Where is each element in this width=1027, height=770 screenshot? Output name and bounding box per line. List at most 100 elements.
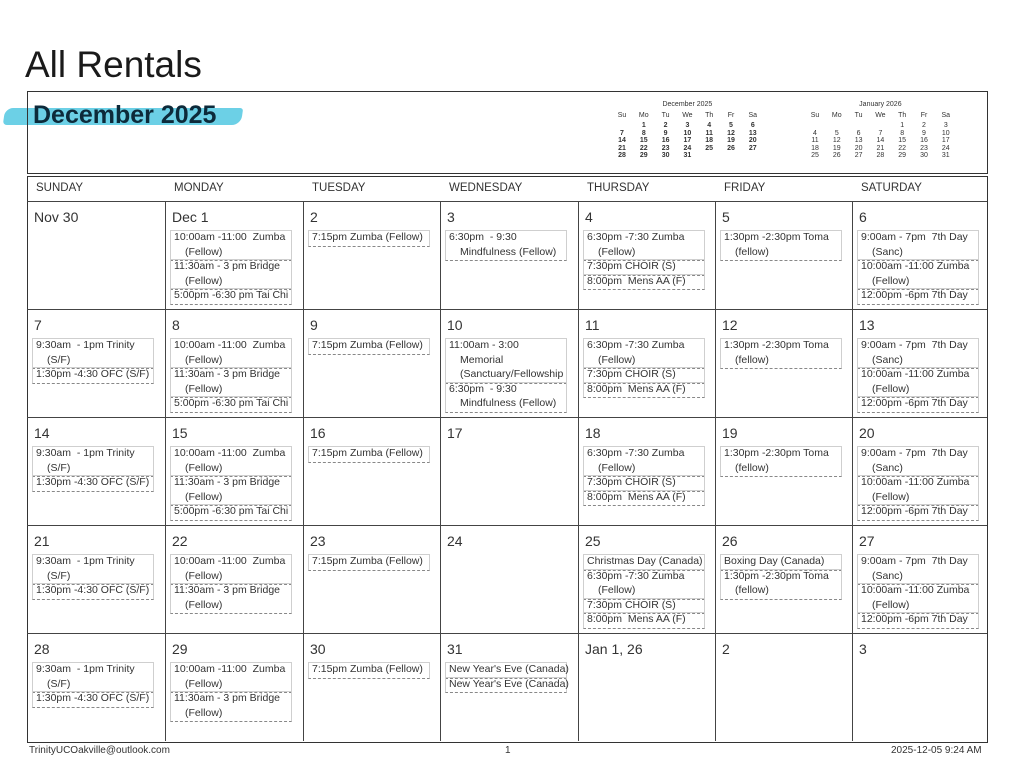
day-label: 16 bbox=[310, 425, 326, 441]
event-text: 10:00am -11:00 Zumba bbox=[174, 231, 286, 243]
event-text: 1:30pm -4:30 OFC (S/F) bbox=[36, 692, 150, 704]
event-text: 1:30pm -4:30 OFC (S/F) bbox=[36, 476, 150, 488]
day-label: 14 bbox=[34, 425, 50, 441]
mini-day: 8 bbox=[641, 129, 646, 137]
event bbox=[170, 662, 292, 693]
event bbox=[445, 381, 567, 413]
day-label: 2 bbox=[722, 641, 730, 657]
event bbox=[857, 338, 979, 369]
event bbox=[857, 504, 979, 521]
day-label: 24 bbox=[447, 533, 463, 549]
event-text: 8:00pm Mens AA (F) bbox=[587, 274, 686, 287]
grid-line bbox=[440, 201, 441, 741]
day-label: Dec 1 bbox=[172, 209, 209, 225]
event-text: 12:00pm -6pm 7th Day bbox=[861, 289, 968, 301]
mini-day: 4 bbox=[707, 122, 712, 129]
day-label: 21 bbox=[34, 533, 50, 549]
event-text: (Fellow) bbox=[185, 382, 223, 395]
mini-day: 18 bbox=[705, 137, 714, 145]
event-text: Boxing Day (Canada) bbox=[724, 555, 825, 567]
mini-day: 18 bbox=[811, 144, 819, 152]
event bbox=[445, 338, 567, 384]
event-text: 11:00am - 3:00 bbox=[449, 339, 519, 351]
mini-day: 24 bbox=[683, 144, 692, 152]
event-text: (S/F) bbox=[47, 569, 71, 582]
event-text: (Fellow) bbox=[872, 598, 910, 611]
event-text: Christmas Day (Canada) bbox=[587, 555, 703, 567]
mini-weekday: We bbox=[875, 112, 886, 119]
event bbox=[857, 230, 979, 261]
event-text: 11:30am - 3 pm Bridge bbox=[174, 692, 281, 704]
day-label: 5 bbox=[722, 209, 730, 225]
day-label: 19 bbox=[722, 425, 738, 441]
grid-line bbox=[27, 633, 987, 634]
event-text: 7:30pm CHOIR (S) bbox=[587, 368, 676, 380]
event-text: 10:00am -11:00 Zumba bbox=[174, 339, 286, 351]
mini-day: 2 bbox=[922, 122, 926, 129]
mini-day: 6 bbox=[856, 129, 861, 137]
event-text: 9:30am - 1pm Trinity bbox=[36, 555, 135, 567]
day-label: 3 bbox=[859, 641, 867, 657]
event bbox=[583, 381, 705, 398]
event-text: 8:00pm Mens AA (F) bbox=[587, 613, 686, 625]
event-text: 7:15pm Zumba (Fellow) bbox=[312, 339, 423, 351]
event bbox=[720, 568, 842, 600]
mini-weekday: Mo bbox=[638, 112, 649, 119]
day-label: 13 bbox=[859, 317, 875, 333]
mini-day: 14 bbox=[876, 137, 885, 145]
mini-day: 14 bbox=[618, 137, 626, 145]
grid-line bbox=[852, 201, 853, 741]
event bbox=[170, 259, 292, 290]
day-label: 31 bbox=[447, 641, 463, 657]
event bbox=[583, 367, 705, 384]
event-text: 10:00am -11:00 Zumba bbox=[861, 368, 970, 380]
event-text: 7:30pm CHOIR (S) bbox=[587, 476, 676, 488]
mini-weekday: Fr bbox=[727, 112, 735, 119]
event-text: (Sanc) bbox=[872, 245, 903, 258]
event bbox=[170, 475, 292, 506]
event-text: 6:30pm -7:30 Zumba bbox=[587, 339, 685, 351]
footer-timestamp: 2025-12-05 9:24 AM bbox=[891, 745, 982, 756]
footer-page: 1 bbox=[505, 745, 511, 756]
day-label: 26 bbox=[722, 533, 738, 549]
event-text: 1:30pm -4:30 OFC (S/F) bbox=[36, 584, 150, 596]
day-label: 8 bbox=[172, 317, 180, 333]
event-text: 9:00am - 7pm 7th Day bbox=[861, 447, 968, 459]
month-title: December 2025 bbox=[33, 101, 217, 129]
event bbox=[32, 691, 154, 708]
event bbox=[583, 612, 705, 629]
event bbox=[32, 554, 154, 585]
event-text: (S/F) bbox=[47, 677, 71, 690]
event-text: 7:15pm Zumba (Fellow) bbox=[312, 231, 423, 243]
event-text: (Sanctuary/Fellowship bbox=[460, 368, 564, 380]
event bbox=[857, 396, 979, 413]
mini-day: 1 bbox=[641, 122, 646, 129]
mini-day: 21 bbox=[618, 144, 626, 152]
event-text: 11:30am - 3 pm Bridge bbox=[174, 368, 281, 380]
mini-day: 10 bbox=[683, 129, 692, 137]
mini-day: 7 bbox=[878, 129, 883, 137]
event bbox=[308, 338, 430, 355]
event-text: (Fellow) bbox=[598, 353, 636, 366]
grid-line bbox=[27, 417, 987, 418]
day-label: 7 bbox=[34, 317, 42, 333]
weekday-header: TUESDAY bbox=[312, 182, 366, 194]
event bbox=[720, 554, 842, 571]
event-text: (Fellow) bbox=[185, 274, 223, 287]
event bbox=[170, 230, 292, 261]
event-text: (Fellow) bbox=[185, 706, 223, 719]
mini-day: 8 bbox=[900, 129, 905, 137]
mini-day: 23 bbox=[920, 144, 928, 152]
event bbox=[32, 475, 154, 492]
event bbox=[170, 446, 292, 477]
event-text: 9:00am - 7pm 7th Day bbox=[861, 555, 968, 567]
event-text: 7:15pm Zumba (Fellow) bbox=[312, 555, 423, 567]
event-text: 10:00am -11:00 Zumba bbox=[861, 260, 970, 272]
event bbox=[32, 367, 154, 384]
mini-day: 17 bbox=[683, 137, 692, 145]
weekday-header: MONDAY bbox=[174, 182, 224, 194]
mini-day: 22 bbox=[639, 144, 648, 152]
event-text: 6:30pm -7:30 Zumba bbox=[587, 231, 685, 243]
event-text: (fellow) bbox=[735, 353, 769, 366]
day-label: 15 bbox=[172, 425, 188, 441]
